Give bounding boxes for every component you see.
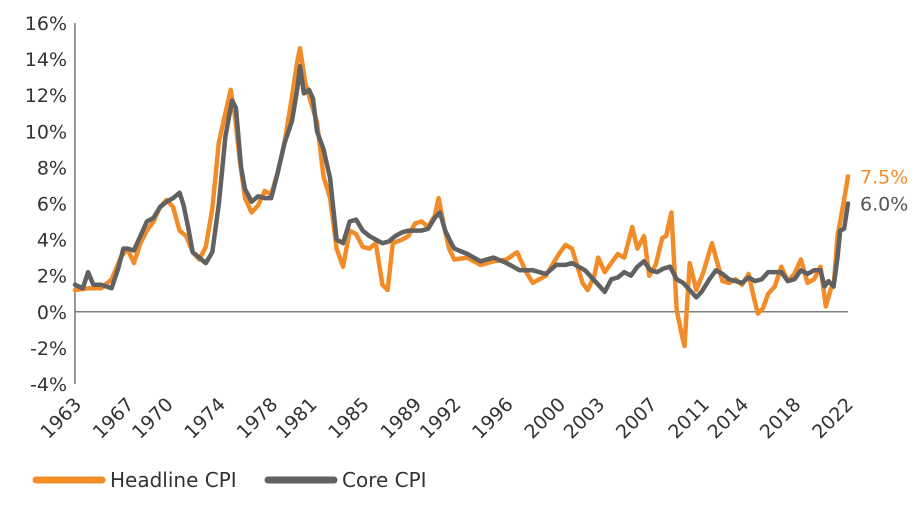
x-tick-label: 1974 bbox=[180, 394, 230, 444]
x-tick-label: 2018 bbox=[756, 394, 806, 444]
x-tick-label: 2011 bbox=[664, 394, 714, 444]
x-tick-label: 1992 bbox=[416, 394, 466, 444]
x-tick-label: 1996 bbox=[468, 394, 518, 444]
y-tick-label: 12% bbox=[25, 85, 67, 107]
headline-cpi-end-label: 7.5% bbox=[860, 166, 908, 188]
series-end-labels: 7.5% 6.0% bbox=[860, 166, 908, 215]
headline-cpi-line bbox=[72, 46, 851, 349]
y-tick-label: 6% bbox=[37, 194, 67, 216]
y-tick-label: 14% bbox=[25, 49, 67, 71]
y-tick-label: 8% bbox=[37, 157, 67, 179]
legend-label: Headline CPI bbox=[110, 468, 237, 492]
x-tick-label: 2022 bbox=[808, 394, 858, 444]
x-tick-label: 1963 bbox=[36, 394, 86, 444]
x-tick-label: 1981 bbox=[272, 394, 322, 444]
y-tick-label: 2% bbox=[37, 266, 67, 288]
x-tick-label: 2007 bbox=[612, 394, 662, 444]
legend: Headline CPI Core CPI bbox=[32, 468, 427, 492]
y-tick-label: 10% bbox=[25, 121, 67, 143]
y-tick-label: 4% bbox=[37, 230, 67, 252]
legend-label: Core CPI bbox=[342, 468, 427, 492]
x-tick-label: 1970 bbox=[128, 394, 178, 444]
x-tick-label: 1989 bbox=[376, 394, 426, 444]
y-axis-tick-labels: -4% -2% 0% 2% 4% 6% 8% 10% 12% 14% 16% bbox=[25, 13, 67, 396]
x-tick-label: 2003 bbox=[560, 394, 610, 444]
x-tick-label: 1985 bbox=[324, 394, 374, 444]
x-tick-label: 2014 bbox=[703, 394, 753, 444]
y-tick-label: 16% bbox=[25, 13, 67, 35]
x-tick-label: 1978 bbox=[233, 394, 283, 444]
y-tick-label: -2% bbox=[30, 338, 67, 360]
y-tick-label: 0% bbox=[37, 302, 67, 324]
x-tick-label: 1967 bbox=[89, 394, 139, 444]
series-lines bbox=[72, 46, 851, 349]
core-cpi-end-label: 6.0% bbox=[860, 194, 908, 216]
core-cpi-line bbox=[72, 64, 851, 300]
x-tick-label: 2000 bbox=[520, 394, 570, 444]
y-tick-label: -4% bbox=[30, 374, 67, 396]
